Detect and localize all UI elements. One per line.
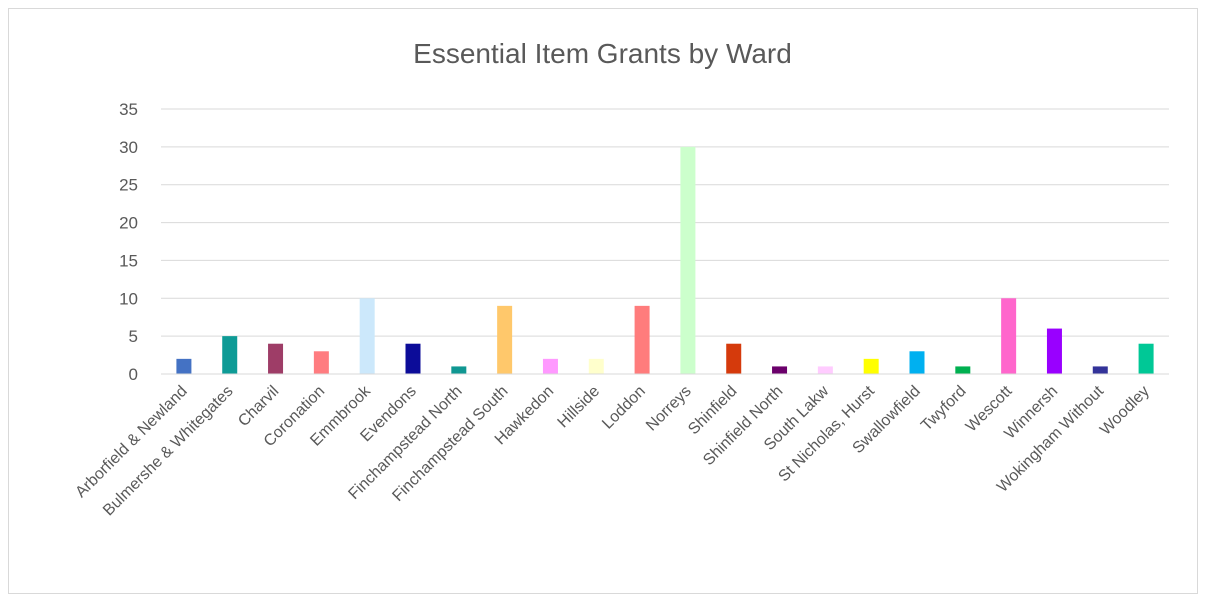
- chart-frame: [8, 8, 1198, 594]
- bar: [176, 358, 192, 374]
- chart-title: Essential Item Grants by Ward: [413, 38, 792, 69]
- bar: [405, 343, 421, 374]
- y-tick-label: 25: [119, 176, 138, 195]
- bar: [1138, 343, 1154, 374]
- bar: [726, 343, 742, 374]
- x-tick-label: Twyford: [918, 383, 970, 435]
- x-tick-label: Loddon: [599, 383, 649, 433]
- bar: [680, 146, 696, 374]
- bar: [863, 358, 879, 374]
- bar: [588, 358, 604, 374]
- bar: [817, 366, 833, 374]
- bar: [313, 351, 329, 374]
- bar: [268, 343, 284, 374]
- bar: [222, 336, 238, 374]
- bar: [1001, 298, 1017, 374]
- x-tick-label: Shinfield North: [700, 383, 786, 469]
- bar: [451, 366, 467, 374]
- y-tick-label: 5: [129, 327, 138, 346]
- bar: [1046, 328, 1062, 374]
- y-tick-label: 15: [119, 251, 138, 270]
- bar: [359, 298, 375, 374]
- bar: [497, 305, 513, 374]
- bar: [772, 366, 788, 374]
- x-tick-label: Hillside: [555, 383, 604, 432]
- bar: [634, 305, 650, 374]
- y-tick-label: 0: [129, 365, 138, 384]
- bar: [1092, 366, 1108, 374]
- bar: [542, 358, 558, 374]
- bar: [909, 351, 925, 374]
- y-tick-label: 30: [119, 138, 138, 157]
- y-tick-label: 35: [119, 100, 138, 119]
- y-tick-label: 20: [119, 214, 138, 233]
- y-tick-label: 10: [119, 289, 138, 308]
- bar: [955, 366, 971, 374]
- x-tick-label: Woodley: [1097, 383, 1153, 439]
